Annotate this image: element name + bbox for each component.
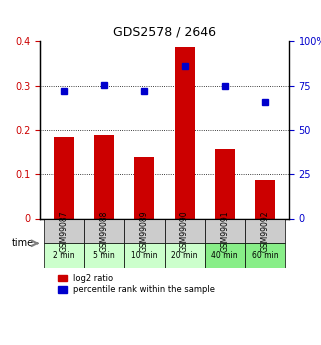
Text: 60 min: 60 min	[252, 251, 278, 260]
Legend: log2 ratio, percentile rank within the sample: log2 ratio, percentile rank within the s…	[57, 272, 217, 296]
Text: GSM99088: GSM99088	[100, 210, 109, 252]
Bar	[94, 135, 114, 218]
Bar	[165, 218, 205, 243]
Bar	[245, 243, 285, 268]
Bar	[125, 243, 165, 268]
Text: 5 min: 5 min	[93, 251, 115, 260]
Bar	[84, 243, 125, 268]
Bar	[84, 218, 125, 243]
Bar	[205, 243, 245, 268]
Bar	[175, 47, 195, 218]
Text: 10 min: 10 min	[131, 251, 158, 260]
Bar	[255, 179, 275, 218]
Title: GDS2578 / 2646: GDS2578 / 2646	[113, 26, 216, 39]
Text: GSM99092: GSM99092	[260, 210, 269, 252]
Bar	[215, 149, 235, 218]
Bar	[134, 157, 154, 218]
Bar	[44, 243, 84, 268]
Bar	[125, 218, 165, 243]
Bar	[245, 218, 285, 243]
Text: GSM99087: GSM99087	[60, 210, 69, 252]
Text: GSM99091: GSM99091	[220, 210, 229, 252]
Bar	[205, 218, 245, 243]
Text: 20 min: 20 min	[171, 251, 198, 260]
Bar	[54, 137, 74, 218]
Text: time: time	[12, 238, 34, 248]
Text: 2 min: 2 min	[53, 251, 75, 260]
Bar	[165, 243, 205, 268]
Text: GSM99090: GSM99090	[180, 210, 189, 252]
Text: 40 min: 40 min	[212, 251, 238, 260]
Bar	[44, 218, 84, 243]
Text: GSM99089: GSM99089	[140, 210, 149, 252]
